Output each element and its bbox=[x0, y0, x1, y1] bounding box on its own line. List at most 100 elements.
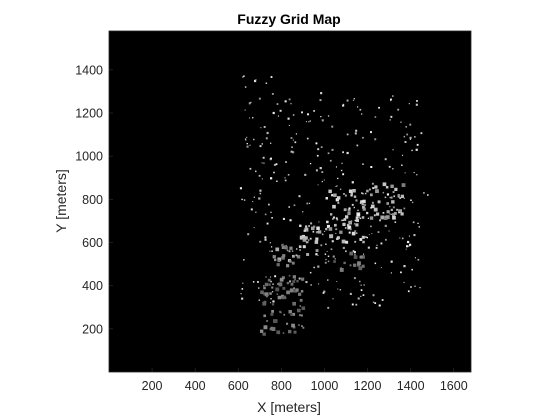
occupancy-cell bbox=[264, 213, 267, 216]
occupancy-cell bbox=[392, 149, 394, 151]
occupancy-cell bbox=[409, 138, 411, 140]
occupancy-cell bbox=[269, 250, 271, 252]
occupancy-cell bbox=[345, 217, 347, 219]
occupancy-cell bbox=[268, 283, 271, 286]
occupancy-cell bbox=[371, 182, 374, 185]
occupancy-cell bbox=[336, 218, 339, 221]
occupancy-cell bbox=[326, 224, 330, 228]
occupancy-cell bbox=[306, 137, 309, 140]
occupancy-cell bbox=[332, 218, 334, 220]
occupancy-cell bbox=[366, 211, 369, 215]
occupancy-cell bbox=[302, 326, 305, 329]
occupancy-cell bbox=[243, 75, 245, 77]
occupancy-cell bbox=[290, 102, 292, 105]
occupancy-cell bbox=[373, 207, 378, 212]
occupancy-cell bbox=[408, 235, 410, 237]
occupancy-cell bbox=[336, 237, 339, 240]
occupancy-cell bbox=[281, 256, 285, 260]
occupancy-cell bbox=[378, 106, 380, 109]
occupancy-cell bbox=[375, 247, 378, 249]
occupancy-cell bbox=[367, 246, 370, 249]
occupancy-cell bbox=[370, 193, 373, 197]
occupancy-cell bbox=[398, 209, 402, 214]
occupancy-cell bbox=[354, 132, 357, 135]
occupancy-cell bbox=[348, 231, 351, 234]
occupancy-cell bbox=[382, 182, 387, 187]
y-tick-label: 800 bbox=[82, 193, 103, 207]
occupancy-cell bbox=[327, 115, 330, 117]
occupancy-cell bbox=[363, 253, 365, 255]
occupancy-cell bbox=[259, 240, 262, 243]
occupancy-cell bbox=[343, 209, 346, 211]
occupancy-cell bbox=[296, 255, 301, 259]
occupancy-cell bbox=[295, 254, 298, 257]
occupancy-cell bbox=[281, 243, 284, 247]
occupancy-cell bbox=[264, 292, 269, 297]
occupancy-cell bbox=[419, 287, 421, 289]
occupancy-cell bbox=[247, 233, 250, 236]
occupancy-cell bbox=[342, 173, 345, 176]
occupancy-cell bbox=[318, 221, 320, 223]
occupancy-cell bbox=[298, 277, 301, 280]
occupancy-cell bbox=[384, 224, 387, 227]
occupancy-cell bbox=[307, 113, 309, 116]
occupancy-cell bbox=[270, 280, 272, 283]
occupancy-cell bbox=[304, 236, 308, 240]
occupancy-cell bbox=[245, 139, 247, 141]
y-tick-label: 1400 bbox=[75, 63, 103, 77]
occupancy-cell bbox=[374, 138, 377, 141]
occupancy-cell bbox=[351, 181, 354, 184]
occupancy-cell bbox=[342, 219, 344, 221]
occupancy-cell bbox=[304, 173, 307, 176]
occupancy-cell bbox=[298, 195, 301, 198]
occupancy-cell bbox=[343, 103, 345, 105]
occupancy-cell bbox=[404, 172, 406, 174]
occupancy-cell bbox=[299, 224, 302, 227]
occupancy-cell bbox=[355, 199, 358, 202]
occupancy-cell bbox=[305, 225, 308, 228]
occupancy-cell bbox=[337, 177, 339, 180]
occupancy-cell bbox=[392, 95, 394, 97]
occupancy-cell bbox=[321, 171, 324, 173]
occupancy-cell bbox=[270, 298, 272, 300]
occupancy-cell bbox=[342, 104, 345, 107]
occupancy-cell bbox=[402, 154, 404, 156]
occupancy-cell bbox=[374, 185, 378, 189]
occupancy-cell bbox=[418, 226, 420, 228]
occupancy-cell bbox=[299, 249, 301, 251]
occupancy-cell bbox=[313, 110, 315, 112]
occupancy-cell bbox=[293, 287, 295, 290]
occupancy-cell bbox=[284, 177, 286, 179]
occupancy-cell bbox=[369, 188, 371, 191]
occupancy-cell bbox=[390, 115, 393, 118]
occupancy-cell bbox=[349, 228, 352, 231]
occupancy-cell bbox=[249, 144, 251, 146]
occupancy-cell bbox=[390, 272, 392, 274]
occupancy-cell bbox=[394, 187, 398, 191]
occupancy-cell bbox=[414, 257, 416, 259]
occupancy-cell bbox=[392, 168, 394, 170]
occupancy-cell bbox=[276, 293, 279, 295]
occupancy-cell bbox=[393, 195, 396, 198]
occupancy-cell bbox=[282, 332, 285, 334]
occupancy-cell bbox=[413, 172, 415, 174]
occupancy-cell bbox=[374, 302, 377, 304]
occupancy-cell bbox=[355, 232, 358, 234]
occupancy-cell bbox=[353, 206, 355, 209]
occupancy-cell bbox=[292, 139, 294, 141]
occupancy-cell bbox=[354, 230, 357, 233]
occupancy-cell bbox=[416, 174, 418, 176]
occupancy-cell bbox=[345, 250, 347, 253]
occupancy-cell bbox=[401, 237, 404, 240]
occupancy-cell bbox=[302, 211, 304, 213]
occupancy-cell bbox=[379, 219, 381, 222]
occupancy-cell bbox=[339, 268, 344, 272]
occupancy-cell bbox=[343, 193, 345, 195]
occupancy-cell bbox=[246, 145, 249, 148]
occupancy-cell bbox=[300, 314, 303, 317]
occupancy-cell bbox=[266, 222, 269, 225]
occupancy-cell bbox=[331, 125, 334, 128]
occupancy-cell bbox=[319, 167, 322, 170]
occupancy-cell bbox=[265, 137, 268, 140]
occupancy-cell bbox=[274, 258, 277, 262]
